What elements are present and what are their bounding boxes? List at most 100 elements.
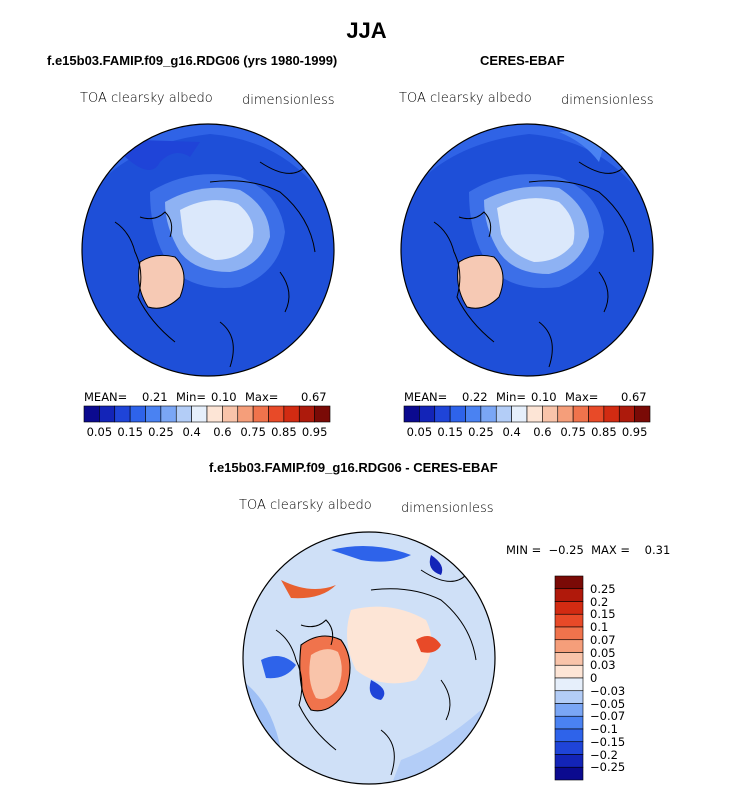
panel1-mean: 0.21	[142, 390, 168, 404]
colorbar-swatch	[283, 405, 300, 423]
colorbar-swatch	[237, 405, 254, 423]
diff-map	[242, 531, 496, 785]
diff-colorbar-labels: 0.25 0.2 0.15 0.1 0.07 0.05 0.03 0 −0.03 −0.05 −0.…	[588, 576, 668, 780]
colorbar-tick-label: 0.25	[148, 425, 174, 439]
colorbar-tick-label: 0.75	[560, 425, 586, 439]
colorbar-swatch	[618, 405, 635, 423]
colorbar-swatch	[191, 405, 208, 423]
colorbar-swatch	[175, 405, 192, 423]
colorbar-tick-label: 0.05	[590, 645, 616, 660]
diff-colorbar	[554, 575, 584, 781]
colorbar-swatch	[206, 405, 223, 423]
panel1-colorbar	[83, 405, 331, 423]
diff-units: dimensionless	[401, 501, 494, 516]
colorbar-swatch	[588, 405, 605, 423]
panel2-title: CERES-EBAF	[480, 53, 565, 68]
colorbar-tick-label: 0.95	[621, 425, 648, 439]
colorbar-tick-label: −0.15	[590, 734, 626, 749]
colorbar-tick-label: 0.2	[590, 594, 609, 609]
panel2-mean-label: MEAN=	[404, 390, 448, 404]
colorbar-swatch	[554, 575, 584, 590]
panel1-title: f.e15b03.FAMIP.f09_g16.RDG06 (yrs 1980-1…	[47, 53, 338, 68]
colorbar-tick-label: −0.2	[590, 747, 618, 762]
colorbar-tick-label: 0.15	[437, 425, 463, 439]
colorbar-tick-label: 0.25	[468, 425, 494, 439]
colorbar-swatch	[554, 626, 584, 641]
panel2-colorbar	[403, 405, 651, 423]
colorbar-swatch	[526, 405, 543, 423]
colorbar-swatch	[403, 405, 420, 423]
colorbar-swatch	[572, 405, 589, 423]
panel1-colorbar-labels: 0.05 0.15 0.25 0.4 0.6 0.75 0.85 0.95	[84, 425, 330, 441]
panel1-max-label: Max=	[245, 390, 279, 404]
colorbar-tick-label: 0.95	[301, 425, 328, 439]
colorbar-swatch	[298, 405, 315, 423]
colorbar-tick-label: 0.25	[590, 581, 616, 596]
panel1-min: 0.10	[211, 390, 237, 404]
panel1-variable: TOA clearsky albedo	[80, 91, 213, 106]
colorbar-tick-label: 0.4	[502, 425, 521, 439]
colorbar-swatch	[83, 405, 100, 423]
colorbar-tick-label: 0.07	[590, 632, 616, 647]
colorbar-swatch	[603, 405, 620, 423]
colorbar-tick-label: −0.03	[590, 683, 626, 698]
panel1-map	[81, 123, 335, 377]
panel1-max: 0.67	[301, 390, 327, 404]
colorbar-tick-label: 0.03	[590, 658, 616, 673]
panel2-max: 0.67	[621, 390, 647, 404]
colorbar-tick-label: −0.1	[590, 722, 618, 736]
colorbar-swatch	[252, 405, 269, 423]
panel2-min: 0.10	[531, 390, 557, 404]
panel2-variable: TOA clearsky albedo	[399, 91, 532, 106]
colorbar-tick-label: 0	[590, 671, 598, 685]
colorbar-tick-label: 0.6	[533, 425, 552, 439]
panel2-colorbar-labels: 0.05 0.15 0.25 0.4 0.6 0.75 0.85 0.95	[404, 425, 650, 441]
diff-variable: TOA clearsky albedo	[239, 498, 372, 513]
colorbar-swatch	[480, 405, 497, 423]
colorbar-tick-label: 0.05	[86, 425, 113, 439]
colorbar-tick-label: 0.85	[271, 425, 297, 439]
colorbar-swatch	[554, 639, 584, 653]
colorbar-swatch	[314, 405, 331, 423]
panel2-map	[400, 123, 654, 377]
colorbar-tick-label: 0.75	[240, 425, 266, 439]
colorbar-tick-label: 0.15	[117, 425, 143, 439]
colorbar-swatch	[114, 405, 131, 423]
panel2-min-label: Min=	[496, 390, 527, 404]
panel2-mean: 0.22	[462, 390, 488, 404]
colorbar-swatch	[465, 405, 482, 423]
colorbar-swatch	[554, 766, 584, 781]
colorbar-swatch	[222, 405, 239, 423]
colorbar-swatch	[554, 741, 584, 755]
colorbar-swatch	[419, 405, 436, 423]
colorbar-swatch	[554, 677, 584, 692]
colorbar-swatch	[434, 405, 451, 423]
diff-title: f.e15b03.FAMIP.f09_g16.RDG06 - CERES-EBA…	[209, 460, 498, 475]
colorbar-tick-label: 0.1	[590, 620, 609, 634]
colorbar-swatch	[554, 703, 584, 717]
colorbar-swatch	[99, 405, 116, 423]
colorbar-swatch	[449, 405, 466, 423]
colorbar-swatch	[129, 405, 146, 423]
colorbar-tick-label: 0.05	[406, 425, 433, 439]
panel1-units: dimensionless	[242, 93, 335, 108]
figure-title: JJA	[346, 18, 387, 43]
colorbar-swatch	[268, 405, 285, 423]
colorbar-swatch	[557, 405, 574, 423]
colorbar-swatch	[554, 588, 584, 602]
colorbar-swatch	[554, 715, 584, 730]
panel2-units: dimensionless	[561, 93, 654, 108]
colorbar-swatch	[554, 754, 584, 768]
colorbar-swatch	[554, 728, 584, 743]
panel2-max-label: Max=	[565, 390, 599, 404]
colorbar-swatch	[160, 405, 177, 423]
diff-minmax: MIN = −0.25 MAX = 0.31	[506, 543, 671, 557]
panel1-min-label: Min=	[176, 390, 207, 404]
colorbar-tick-label: 0.85	[591, 425, 617, 439]
colorbar-tick-label: 0.15	[590, 607, 616, 622]
colorbar-swatch	[145, 405, 162, 423]
colorbar-swatch	[554, 690, 584, 704]
colorbar-tick-label: −0.25	[590, 760, 626, 775]
colorbar-swatch	[554, 601, 584, 615]
colorbar-swatch	[634, 405, 651, 423]
